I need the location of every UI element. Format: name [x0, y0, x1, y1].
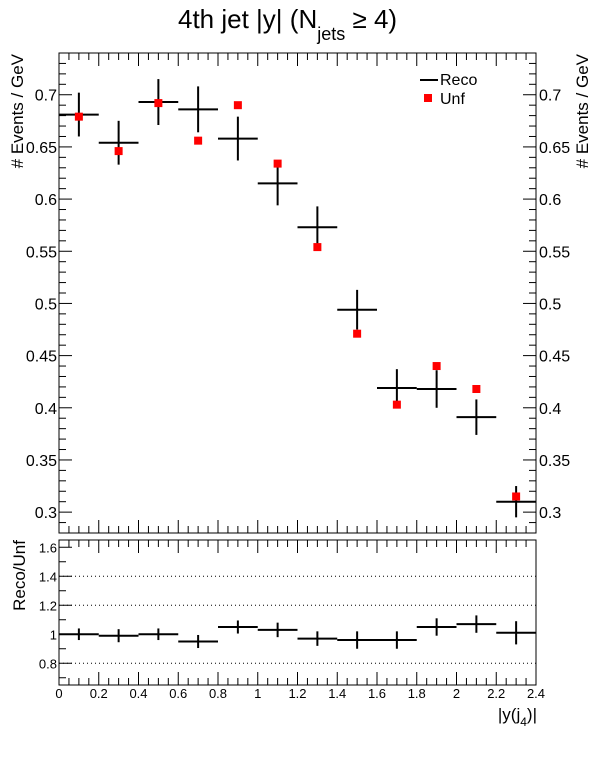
unf-point — [512, 492, 521, 501]
legend-reco-label: Reco — [440, 72, 477, 89]
ratio-x-tick-label: 1.8 — [408, 686, 426, 701]
x-axis-label: |y(j4)| — [498, 705, 537, 729]
reco-series — [59, 79, 536, 518]
main-y-tick-label-left: 0.65 — [26, 140, 57, 157]
ratio-x-tick-label: 2.2 — [487, 686, 505, 701]
main-y-tick-label-right: 0.5 — [539, 296, 561, 313]
main-axes: 0.3 0.3 0.35 0.35 0.4 0.4 0.45 0.45 0.5 0.5 0.55 0.… — [26, 53, 570, 533]
ratio-y-tick-label: 1 — [50, 627, 57, 642]
x-axis-label-main: |y(j — [498, 705, 520, 724]
main-y-tick-label-left: 0.4 — [35, 401, 57, 418]
ratio-y-tick-label: 1.2 — [39, 598, 57, 613]
ratio-plot-frame — [58, 539, 537, 686]
x-axis-label-suffix: )| — [527, 705, 537, 724]
chart-title-subscript: jets — [316, 24, 345, 44]
ratio-x-tick-label: 2 — [453, 686, 460, 701]
main-y-tick-label-left: 0.45 — [26, 349, 57, 366]
unf-point — [233, 101, 242, 110]
unf-point — [114, 147, 123, 156]
x-axis-label-subscript: 4 — [520, 715, 527, 729]
unf-point — [472, 385, 481, 393]
unf-point — [74, 112, 83, 121]
main-y-tick-label-right: 0.35 — [539, 453, 570, 470]
ratio-x-tick-label: 1.4 — [328, 686, 346, 701]
ratio-series — [59, 615, 536, 649]
ratio-x-tick-label: 0.2 — [90, 686, 108, 701]
ratio-axes: 0.8 1 1.2 1.4 1.6 0 0.2 0.4 0.6 0.8 1 1.2 1.4 1.6 1.8 2… — [39, 540, 545, 701]
ratio-x-tick-label: 0.8 — [209, 686, 227, 701]
main-plot: 0.3 0.3 0.35 0.35 0.4 0.4 0.45 0.45 0.5 0.5 0.55 0.… — [8, 52, 592, 534]
ratio-plot: 0.8 1 1.2 1.4 1.6 0 0.2 0.4 0.6 0.8 1 1.2 1.4 1.6 1.8 2… — [10, 539, 545, 729]
legend-background — [416, 66, 508, 110]
main-y-tick-label-right: 0.55 — [539, 244, 570, 261]
ratio-y-tick-label: 1.6 — [39, 540, 57, 555]
ratio-x-tick-label: 1.6 — [368, 686, 386, 701]
ratio-x-tick-label: 2.4 — [527, 686, 545, 701]
main-y-tick-label-left: 0.5 — [35, 296, 57, 313]
unf-point — [273, 159, 282, 168]
ratio-x-tick-label: 1 — [254, 686, 261, 701]
unf-point — [432, 362, 441, 371]
unf-point — [392, 400, 401, 409]
main-y-tick-label-left: 0.3 — [35, 505, 57, 522]
ratio-x-tick-label: 0.4 — [129, 686, 147, 701]
main-y-tick-label-right: 0.3 — [539, 505, 561, 522]
main-plot-frame — [58, 52, 537, 534]
legend-unf-label: Unf — [440, 91, 465, 108]
ratio-x-tick-label: 1.2 — [288, 686, 306, 701]
unf-point — [313, 243, 322, 252]
y-axis-label-right: # Events / GeV — [573, 53, 592, 168]
y-axis-label-left: # Events / GeV — [8, 53, 27, 168]
main-y-tick-label-right: 0.6 — [539, 192, 561, 209]
unf-series — [74, 99, 521, 501]
main-y-tick-label-right: 0.45 — [539, 349, 570, 366]
ratio-x-tick-label: 0 — [55, 686, 62, 701]
chart-title-suffix: ≥ 4) — [345, 4, 397, 34]
main-y-tick-label-left: 0.6 — [35, 192, 57, 209]
main-y-tick-label-right: 0.4 — [539, 401, 561, 418]
main-y-tick-label-left: 0.35 — [26, 453, 57, 470]
unf-point — [154, 99, 163, 108]
chart-title: 4th jet |y| (Njets ≥ 4) — [178, 4, 397, 44]
main-y-tick-label-right: 0.65 — [539, 140, 570, 157]
ratio-y-axis-label: Reco/Unf — [10, 540, 29, 611]
unf-point — [194, 136, 203, 145]
chart-title-main: 4th jet |y| (N — [178, 4, 317, 34]
legend-unf-marker — [424, 94, 432, 102]
ratio-y-tick-label: 0.8 — [39, 656, 57, 671]
ratio-x-tick-label: 0.6 — [169, 686, 187, 701]
ratio-y-tick-label: 1.4 — [39, 569, 57, 584]
unf-point — [353, 329, 362, 338]
main-y-tick-label-left: 0.7 — [35, 88, 57, 105]
legend: Reco Unf — [416, 66, 508, 110]
main-y-tick-label-left: 0.55 — [26, 244, 57, 261]
main-y-tick-label-right: 0.7 — [539, 88, 561, 105]
